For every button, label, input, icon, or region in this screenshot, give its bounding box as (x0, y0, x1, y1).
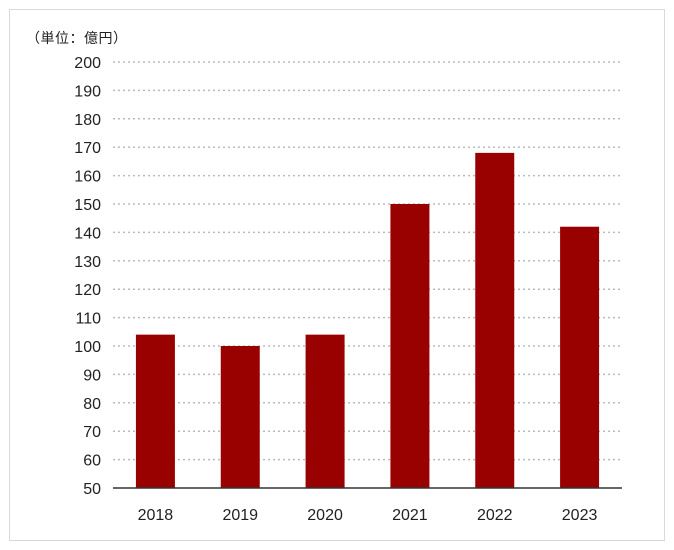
x-tick-label: 2020 (307, 507, 343, 524)
y-tick-label: 80 (83, 396, 101, 413)
x-tick-label: 2022 (477, 507, 513, 524)
bar-2019 (220, 346, 260, 488)
x-tick-label: 2021 (392, 507, 428, 524)
bar-2020 (305, 334, 345, 488)
y-tick-label: 160 (74, 169, 101, 186)
x-tick-labels: 2018 2019 2020 2021 2022 2023 (138, 507, 598, 524)
x-tick-label: 2019 (222, 507, 258, 524)
y-tick-labels: 200 190 180 170 160 150 140 130 120 110 100 90 80 70 6… (74, 55, 101, 498)
y-tick-label: 120 (74, 282, 101, 299)
bars (135, 152, 600, 488)
y-tick-label: 130 (74, 254, 101, 271)
bar-2021 (390, 204, 430, 488)
bar-2018 (135, 334, 175, 488)
y-tick-label: 170 (74, 140, 101, 157)
y-tick-label: 150 (74, 197, 101, 214)
y-tick-label: 110 (75, 311, 101, 328)
bar-2023 (560, 226, 600, 488)
y-tick-label: 200 (74, 55, 101, 72)
unit-label: （単位：億円） (26, 31, 128, 47)
x-tick-label: 2023 (562, 507, 598, 524)
y-tick-label: 50 (83, 481, 101, 498)
y-tick-label: 60 (83, 453, 101, 470)
y-tick-label: 100 (74, 339, 101, 356)
y-tick-label: 90 (83, 367, 101, 384)
x-tick-label: 2018 (138, 507, 174, 524)
y-tick-label: 140 (74, 225, 101, 242)
grid-lines (113, 61, 622, 461)
y-tick-label: 180 (74, 112, 101, 129)
y-tick-label: 70 (83, 424, 101, 441)
bar-2022 (475, 152, 515, 488)
y-tick-label: 190 (74, 83, 101, 100)
